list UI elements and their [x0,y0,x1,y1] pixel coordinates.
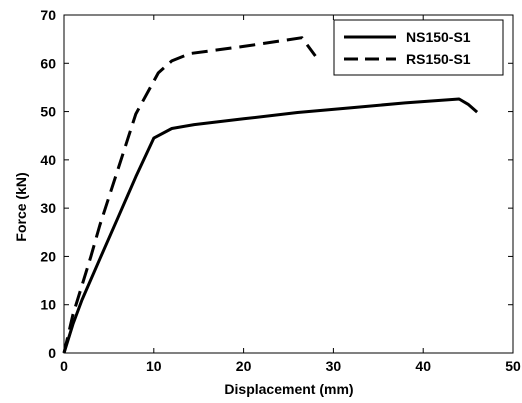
y-tick-label: 0 [48,345,56,361]
legend-box [333,19,504,76]
x-tick-label: 30 [326,358,342,374]
x-tick-label: 20 [236,358,252,374]
y-tick-label: 30 [40,200,56,216]
y-tick-label: 40 [40,152,56,168]
y-tick-label: 20 [40,248,56,264]
x-tick-label: 10 [146,358,162,374]
x-tick-label: 0 [60,358,68,374]
legend-label: RS150-S1 [406,51,471,67]
y-axis-label: Force (kN) [13,172,29,241]
series-layer [62,36,479,354]
x-axis-label: Displacement (mm) [224,381,353,397]
legend: NS150-S1 RS150-S1 [333,19,504,76]
series-line-rs150-s1 [62,36,317,354]
y-tick-label: 10 [40,297,56,313]
x-tick-label: 40 [415,358,431,374]
y-tick-label: 70 [40,7,56,23]
y-tick-label: 60 [40,55,56,71]
y-tick-label: 50 [40,104,56,120]
legend-label: NS150-S1 [406,29,471,45]
axes-layer: 0 10 20 30 40 50 0 10 20 30 40 50 60 70 [40,7,521,374]
series-line-ns150-s1 [62,97,479,354]
x-tick-label: 50 [505,358,521,374]
